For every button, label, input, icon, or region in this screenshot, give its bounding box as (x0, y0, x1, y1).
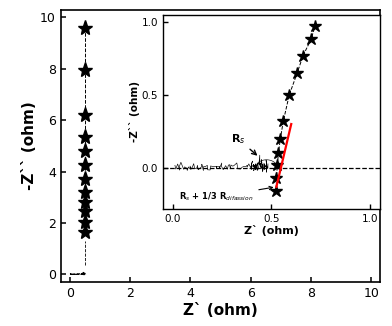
Text: R$_s$: R$_s$ (230, 132, 256, 155)
X-axis label: Z` (ohm): Z` (ohm) (183, 303, 258, 318)
Y-axis label: -Z`` (ohm): -Z`` (ohm) (129, 81, 140, 142)
Text: R$_s$ + 1/3 R$_{difassion}$: R$_s$ + 1/3 R$_{difassion}$ (179, 186, 272, 203)
X-axis label: Z` (ohm): Z` (ohm) (244, 225, 299, 236)
Y-axis label: -Z`` (ohm): -Z`` (ohm) (22, 101, 37, 190)
